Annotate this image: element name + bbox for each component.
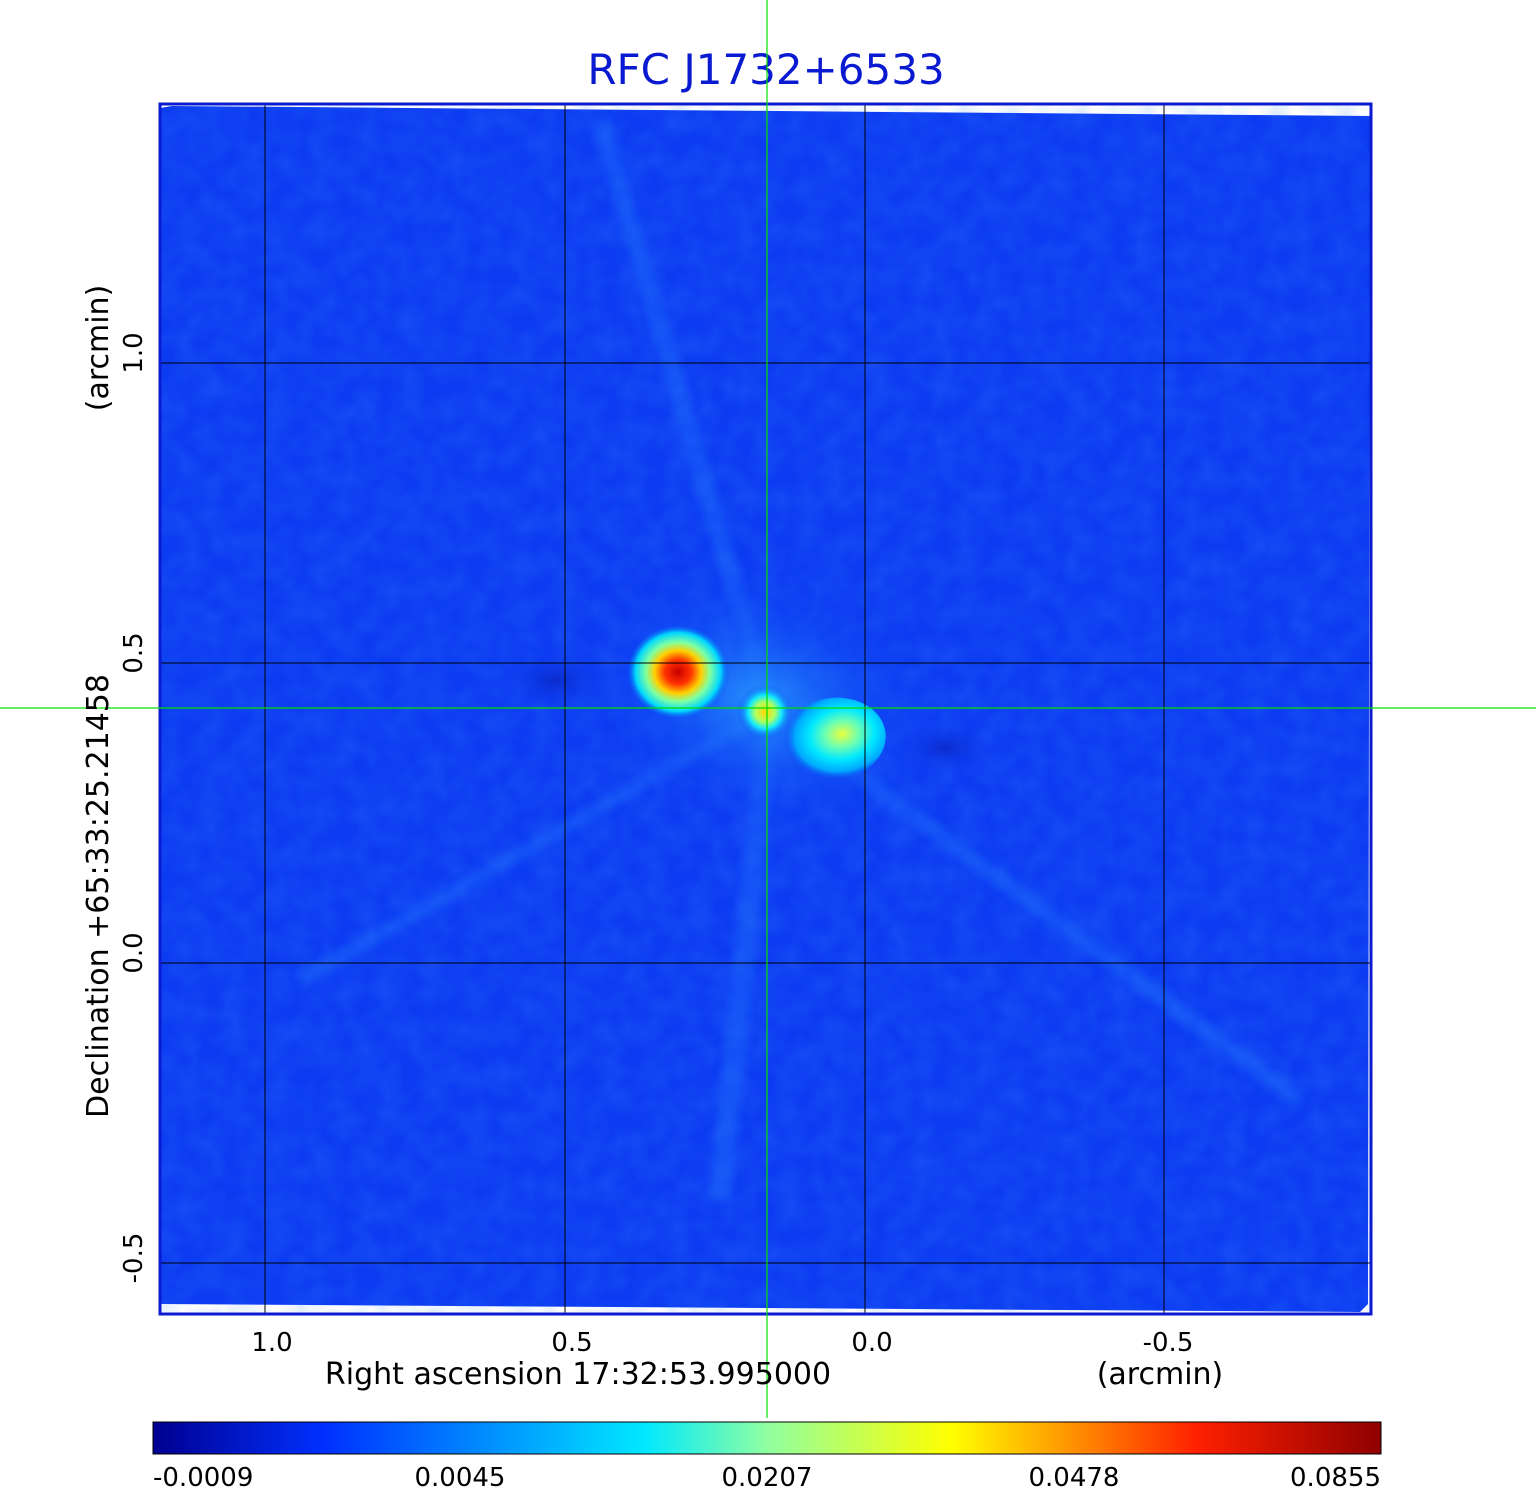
source-component-extended xyxy=(778,697,886,783)
y-tick-label: 0.5 xyxy=(119,632,149,673)
source-component-middle xyxy=(737,684,793,740)
colorbar-tick-label: 0.0207 xyxy=(722,1463,813,1493)
x-axis-label: Right ascension 17:32:53.995000 xyxy=(325,1357,831,1392)
colorbar-tick-label: 0.0478 xyxy=(1029,1463,1120,1493)
negative-region-east xyxy=(500,650,610,710)
y-axis-label: Declination +65:33:25.21458 xyxy=(81,674,116,1118)
y-axis-unit: (arcmin) xyxy=(81,285,116,412)
image-frame xyxy=(158,102,1373,1316)
x-axis-unit: (arcmin) xyxy=(1097,1357,1224,1392)
y-tick-label: 0.0 xyxy=(119,932,149,973)
x-tick-label: -0.5 xyxy=(1143,1328,1194,1358)
image-panel xyxy=(158,102,1373,1316)
coordinate-grid xyxy=(160,104,1370,1314)
colorbar-gradient xyxy=(152,1421,1382,1455)
map-title: RFC J1732+6533 xyxy=(587,45,944,94)
crosshair xyxy=(0,0,1536,1418)
x-tick-label: 1.0 xyxy=(251,1328,292,1358)
y-tick-label: 1.0 xyxy=(119,332,149,373)
colorbar-tick-label: -0.0009 xyxy=(153,1463,253,1493)
colorbar: -0.0009 0.0045 0.0207 0.0478 0.0855 xyxy=(152,1421,1382,1493)
y-tick-label: -0.5 xyxy=(119,1233,149,1284)
colorbar-tick-label: 0.0045 xyxy=(415,1463,506,1493)
x-axis-ticks: 1.0 0.5 0.0 -0.5 xyxy=(251,1328,1193,1358)
source-component-peak xyxy=(626,624,730,720)
y-axis-ticks: 1.0 0.5 0.0 -0.5 xyxy=(119,332,149,1283)
colorbar-tick-label: 0.0855 xyxy=(1290,1463,1381,1493)
x-tick-label: 0.0 xyxy=(851,1328,892,1358)
x-tick-label: 0.5 xyxy=(551,1328,592,1358)
